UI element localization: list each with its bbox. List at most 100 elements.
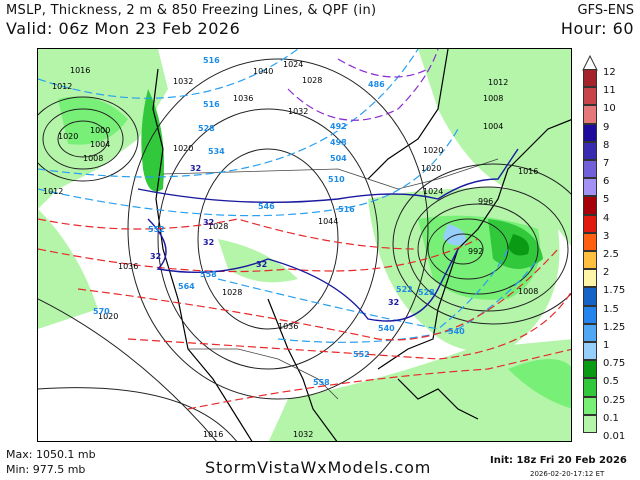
colorbar-label: 0.1 [603, 412, 619, 424]
colorbar-swatch [583, 396, 597, 415]
isobar-label: 1040 [253, 67, 273, 76]
colorbar-label: 7 [603, 158, 610, 169]
colorbar-label: 10 [603, 103, 616, 115]
thickness-label: 516 [338, 205, 355, 214]
isobar-label: 1008 [83, 154, 103, 163]
isobar-label: 1036 [278, 322, 298, 331]
thickness-label: 528 [198, 124, 215, 133]
max-pressure: Max: 1050.1 mb [6, 448, 96, 461]
colorbar-swatch [583, 123, 597, 142]
isobar-label: 1020 [98, 312, 118, 321]
isobar-label: 1004 [483, 122, 503, 131]
thickness-label: 492 [330, 122, 347, 131]
thickness-label: 534 [208, 147, 225, 156]
thickness-label: 546 [258, 202, 275, 211]
isobar-label: 1012 [488, 78, 508, 87]
isobar-label: 1008 [518, 287, 538, 296]
valid-time: Valid: 06z Mon 23 Feb 2026 [6, 19, 241, 38]
freezing-label: 32 [203, 238, 214, 247]
model-name: GFS-ENS [577, 3, 634, 18]
isobar-label: 1028 [302, 76, 322, 85]
thickness-label: 570 [93, 307, 110, 316]
colorbar-label: 1.25 [603, 321, 626, 333]
thickness-label: 540 [448, 327, 465, 336]
isobar-label: 992 [468, 247, 483, 256]
colorbar-label: 5 [603, 194, 610, 206]
thickness-label: 516 [203, 56, 220, 65]
isobar-label: 1012 [43, 187, 63, 196]
colorbar-label: 12 [603, 67, 616, 78]
thickness-label: 504 [330, 154, 347, 163]
thickness-label: 510 [328, 175, 345, 184]
colorbar-swatch [583, 414, 597, 433]
isobar-label: 1020 [173, 144, 193, 153]
freezing-lines [137, 148, 519, 322]
isobar-label: 1032 [288, 107, 308, 116]
isobar-label: 1032 [173, 77, 193, 86]
isobar-label: 996 [478, 197, 493, 206]
colorbar-swatch [583, 269, 597, 288]
colorbar-swatch [583, 342, 597, 361]
isobar-label: 1020 [421, 164, 441, 173]
isobar-label: 1028 [208, 222, 228, 231]
isobar-label: 1016 [203, 430, 223, 439]
thickness-label: 486 [368, 80, 385, 89]
forecast-hour: Hour: 60 [560, 19, 634, 38]
colorbar-label: 2.5 [603, 249, 619, 260]
colorbar-swatch [583, 232, 597, 251]
colorbar-label: 3 [603, 230, 610, 242]
colorbar-swatch [583, 69, 597, 88]
colorbar-swatch [583, 141, 597, 160]
freezing-label: 32 [256, 260, 267, 269]
freezing-label: 32 [150, 252, 161, 261]
colorbar-label: 9 [603, 121, 610, 133]
freezing-label: 32 [388, 298, 399, 307]
map-canvas: 1016 1012 1000 1004 1008 1020 1024 1028 1032 1036… [38, 49, 571, 441]
colorbar-label: 4 [603, 212, 610, 224]
thickness-label: 558 [313, 378, 330, 387]
colorbar-swatch [583, 105, 597, 124]
thickness-label: 552 [148, 225, 165, 234]
coastlines [152, 49, 571, 441]
isobar-label: 1008 [483, 94, 503, 103]
map-title: MSLP, Thickness, 2 m & 850 Freezing Line… [6, 3, 377, 18]
colorbar-label: 0.01 [603, 431, 626, 442]
isobar-label: 1024 [423, 187, 443, 196]
thickness-label: 516 [203, 100, 220, 109]
isobar-label: 1016 [518, 167, 538, 176]
colorbar-swatch [583, 251, 597, 270]
isobar-label: 1000 [90, 126, 110, 135]
colorbar-label: 6 [603, 176, 610, 188]
thickness-label: 498 [330, 138, 347, 147]
colorbar-swatch [583, 178, 597, 197]
colorbar-label: 0.5 [603, 376, 619, 388]
colorbar-label: 1.5 [603, 303, 619, 315]
colorbar-label: 1 [603, 340, 610, 351]
colorbar-label: 2 [603, 267, 610, 279]
thickness-label: 552 [353, 350, 370, 359]
colorbar-label: 11 [603, 85, 616, 97]
weather-map: 1016 1012 1000 1004 1008 1020 1024 1028 1032 1036… [37, 48, 572, 442]
isobar-label: 1020 [58, 132, 78, 141]
thickness-label: 558 [200, 270, 217, 279]
colorbar-swatch [583, 196, 597, 215]
init-time: Init: 18z Fri 20 Feb 2026 [490, 455, 627, 466]
isobar-label: 1020 [423, 146, 443, 155]
colorbar-swatch [583, 87, 597, 106]
isobar-label: 1012 [52, 82, 72, 91]
colorbar-label: 1.75 [603, 285, 626, 297]
thickness-label: 528 [418, 288, 435, 297]
colorbar-swatch [583, 214, 597, 233]
isobar-label: 1032 [293, 430, 313, 439]
min-pressure: Min: 977.5 mb [6, 463, 86, 476]
thickness-label: 564 [178, 282, 195, 291]
isobar-label: 1036 [118, 262, 138, 271]
isobar-label: 1028 [222, 288, 242, 297]
colorbar-swatch [583, 160, 597, 179]
freezing-label: 32 [190, 164, 201, 173]
colorbar-swatch [583, 287, 597, 306]
isobar-label: 1016 [70, 66, 90, 75]
thickness-label: 522 [396, 285, 413, 294]
qpf-colorbar: 12 11 10 9 8 7 6 5 4 3 2.5 2 1.75 1.5 1.25 1 0.75 0.5 0.25… [582, 55, 640, 445]
isobar-label: 1004 [90, 140, 110, 149]
